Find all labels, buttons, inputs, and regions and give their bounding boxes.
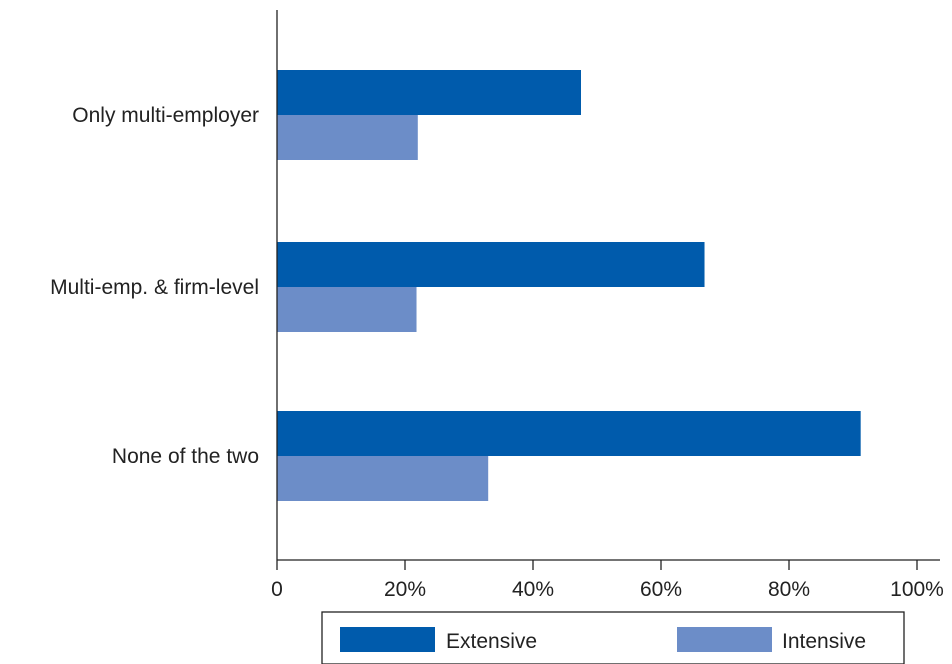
bar-intensive-multi-emp-firm-level (277, 287, 417, 332)
bar-extensive-only-multi-employer (277, 70, 581, 115)
bar-intensive-none-of-the-two (277, 456, 489, 501)
bar-extensive-multi-emp-firm-level (277, 242, 705, 287)
legend: Extensive Intensive (321, 611, 905, 664)
x-tick-label: 40% (512, 578, 554, 601)
x-tick-label: 0 (271, 578, 283, 601)
legend-swatch-extensive (340, 627, 435, 652)
x-tick-label: 20% (384, 578, 426, 601)
x-tick-label: 60% (640, 578, 682, 601)
bar-intensive-only-multi-employer (277, 115, 418, 160)
category-label: Multi-emp. & firm-level (50, 276, 259, 299)
category-label: Only multi-employer (72, 104, 259, 127)
bar-extensive-none-of-the-two (277, 411, 861, 456)
x-tick-label: 80% (768, 578, 810, 601)
category-label: None of the two (112, 445, 259, 468)
legend-label-intensive: Intensive (782, 630, 866, 653)
x-tick-label: 100% (890, 578, 944, 601)
legend-label-extensive: Extensive (446, 630, 537, 653)
bars-group (277, 70, 861, 501)
legend-swatch-intensive (677, 627, 772, 652)
category-labels-group: Only multi-employer Multi-emp. & firm-lev… (50, 104, 259, 468)
x-ticks-group: 0 20% 40% 60% 80% 100% (271, 560, 944, 601)
